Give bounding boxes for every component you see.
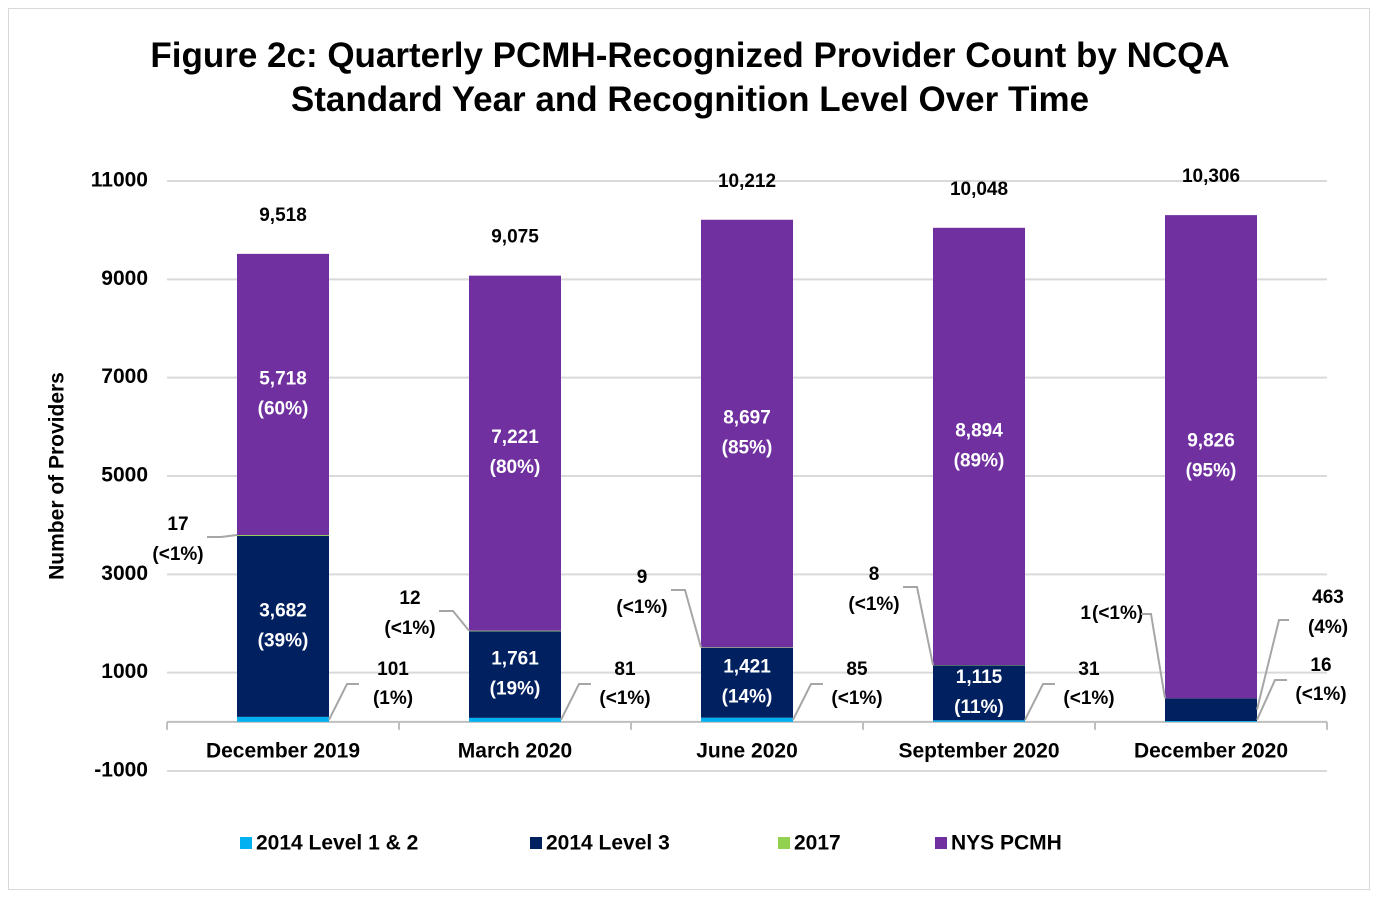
data-label: (<1%)	[616, 597, 667, 618]
data-label: (14%)	[722, 687, 773, 708]
legend-swatch	[935, 837, 947, 849]
bar-segment	[237, 716, 329, 722]
legend-label: 2014 Level 3	[546, 832, 670, 855]
data-label: (4%)	[1308, 617, 1348, 638]
chart-title: Figure 2c: Quarterly PCMH-Recognized Pro…	[150, 36, 1230, 119]
total-label: 10,048	[950, 179, 1008, 200]
bar-segment	[469, 717, 561, 722]
data-label: (39%)	[258, 630, 309, 651]
leader-line	[1256, 619, 1289, 710]
x-tick-label: March 2020	[458, 739, 572, 762]
data-label: 12	[399, 588, 420, 609]
data-label: (60%)	[258, 398, 309, 419]
data-label: 101	[377, 659, 409, 680]
data-label: 463	[1312, 587, 1344, 608]
legend-swatch	[530, 837, 542, 849]
data-label: (85%)	[722, 438, 773, 459]
data-label: 9,826	[1187, 431, 1235, 452]
bar-segment	[237, 535, 329, 536]
data-label: 1,761	[491, 649, 539, 670]
total-label: 9,075	[491, 227, 539, 248]
bar-segment	[1165, 215, 1257, 699]
leader-line	[1256, 679, 1287, 721]
leader-line	[903, 586, 934, 666]
data-label: 16	[1310, 655, 1331, 676]
y-tick-label: 3000	[101, 562, 148, 585]
total-label: 10,212	[718, 171, 776, 192]
data-label: 85	[846, 659, 868, 680]
bar-segment	[1165, 721, 1257, 722]
leader-line	[328, 683, 359, 721]
x-tick-label: December 2019	[206, 739, 360, 762]
data-label: 17	[167, 514, 188, 535]
bar-segment	[933, 665, 1025, 721]
data-label: (1%)	[373, 688, 413, 709]
total-label: 9,518	[259, 205, 307, 226]
data-label: (<1%)	[848, 594, 899, 615]
y-tick-label: 9000	[101, 267, 148, 290]
data-label: (<1%)	[599, 688, 650, 709]
bar-segment	[237, 535, 329, 717]
legend-label: 2014 Level 1 & 2	[256, 832, 418, 855]
leader-line	[207, 534, 238, 538]
bar-segment	[933, 720, 1025, 722]
y-axis-label: Number of Providers	[46, 372, 69, 580]
legend-swatch	[778, 837, 790, 849]
x-tick-label: June 2020	[696, 739, 798, 762]
chart-frame	[8, 8, 1370, 890]
data-label: (<1%)	[1092, 603, 1143, 624]
legend-swatch	[240, 837, 252, 849]
data-label: 81	[614, 659, 636, 680]
data-label: (19%)	[490, 679, 541, 700]
data-label: 8,894	[955, 420, 1003, 441]
data-label: (89%)	[954, 450, 1005, 471]
y-tick-label: -1000	[94, 759, 148, 782]
data-label: 1,421	[723, 657, 771, 678]
leader-line	[671, 589, 702, 648]
y-tick-label: 11000	[91, 169, 148, 192]
data-label: (11%)	[954, 697, 1004, 718]
data-label: 8,697	[723, 408, 771, 429]
data-label: (<1%)	[384, 618, 435, 639]
total-label: 10,306	[1182, 166, 1240, 187]
bar-segment	[469, 275, 561, 631]
y-tick-label: 7000	[101, 365, 148, 388]
data-label: 1,115	[956, 667, 1003, 688]
bar-segment	[469, 630, 561, 632]
data-label: 3,682	[259, 600, 307, 621]
leader-line	[560, 683, 591, 721]
data-label: (<1%)	[1063, 688, 1114, 709]
data-label: 1	[1080, 603, 1091, 624]
bar-segment	[237, 253, 329, 536]
x-tick-label: September 2020	[898, 739, 1059, 762]
y-tick-label: 1000	[101, 660, 148, 683]
y-tick-label: 5000	[101, 464, 148, 487]
data-label: (<1%)	[831, 688, 882, 709]
data-label: (<1%)	[152, 544, 203, 565]
legend-label: NYS PCMH	[951, 832, 1062, 855]
data-label: (<1%)	[1295, 684, 1346, 705]
bar-segment	[933, 227, 1025, 666]
bar-segment	[701, 647, 793, 718]
bar-segment	[1165, 698, 1257, 722]
data-label: 7,221	[491, 427, 539, 448]
data-label: 31	[1078, 659, 1100, 680]
data-label: 8	[869, 564, 880, 585]
data-label: 9	[637, 567, 648, 588]
bar-segment	[469, 631, 561, 718]
leader-line	[1024, 683, 1055, 721]
leader-line	[439, 610, 470, 632]
x-tick-label: December 2020	[1134, 739, 1288, 762]
bar-segment	[701, 717, 793, 722]
data-label: 5,718	[259, 368, 307, 389]
leader-line	[792, 683, 823, 721]
data-label: (95%)	[1186, 461, 1237, 482]
leader-line	[1141, 613, 1166, 699]
data-label: (80%)	[490, 457, 541, 478]
legend-label: 2017	[794, 832, 841, 855]
bar-segment	[701, 219, 793, 648]
